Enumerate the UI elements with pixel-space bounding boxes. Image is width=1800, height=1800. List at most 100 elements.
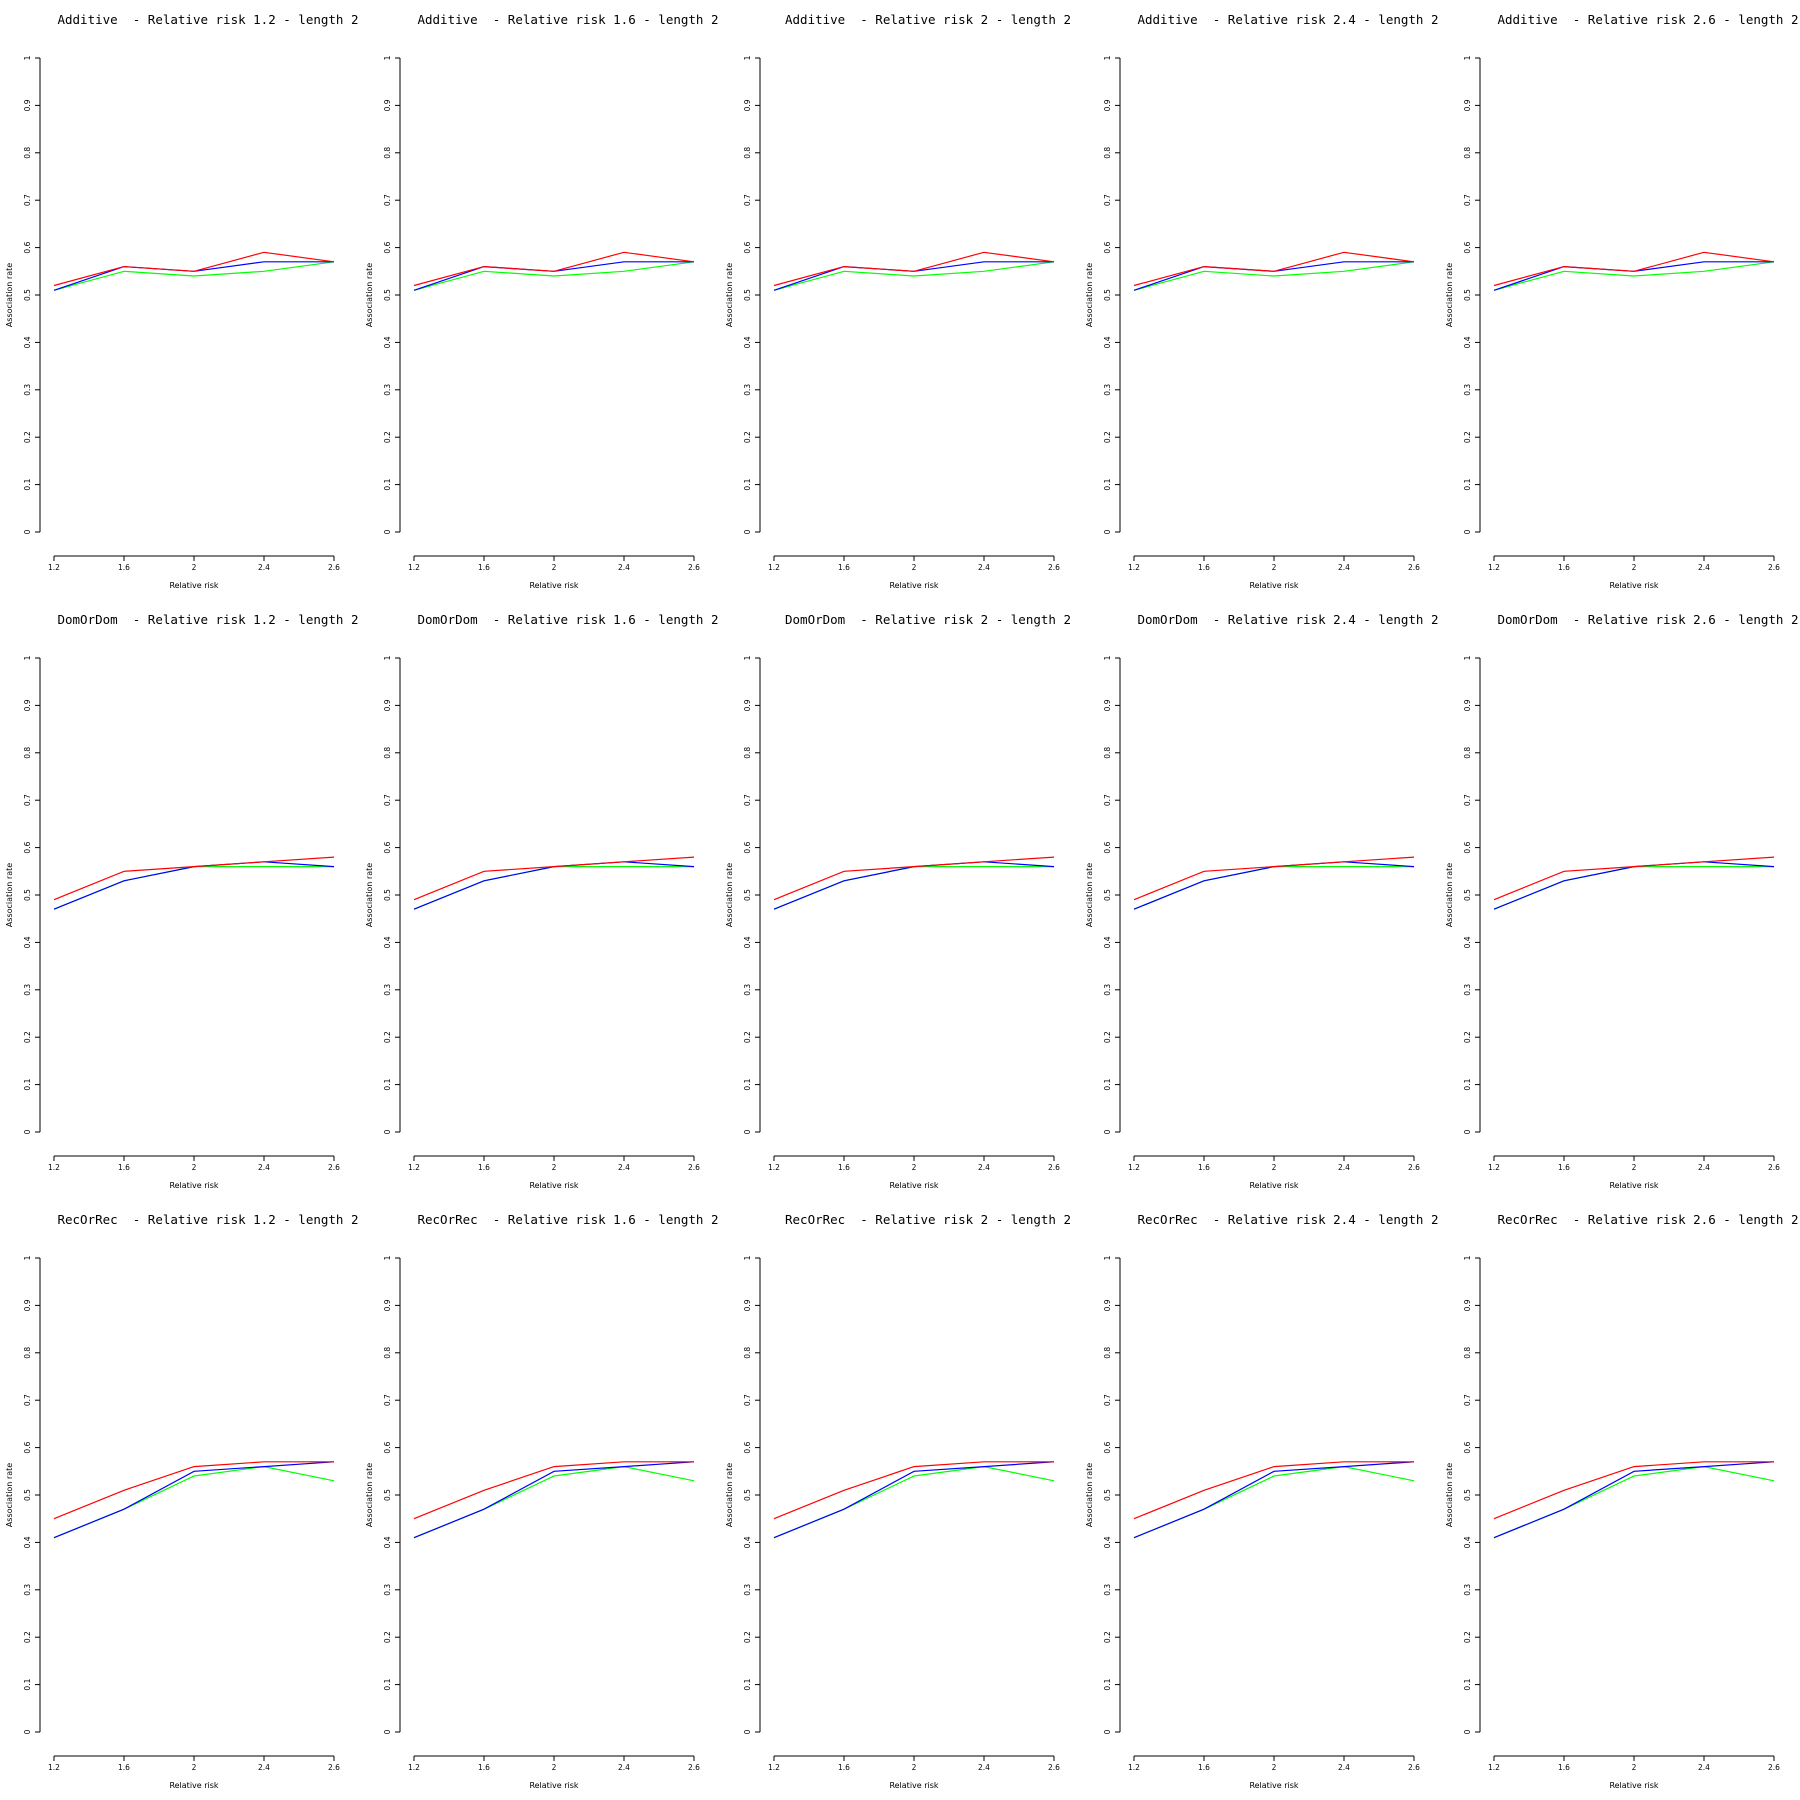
y-tick-label: 0.1 bbox=[1103, 478, 1112, 490]
x-axis-title: Relative risk bbox=[1249, 1181, 1298, 1190]
y-tick-label: 0.5 bbox=[383, 289, 392, 301]
x-tick-label: 2.6 bbox=[1408, 1163, 1420, 1172]
y-tick-label: 0.9 bbox=[1103, 699, 1112, 711]
y-tick-label: 0.4 bbox=[743, 336, 752, 348]
x-tick-label: 1.2 bbox=[768, 563, 780, 572]
y-tick-label: 0.6 bbox=[1103, 241, 1112, 253]
series-line bbox=[53, 856, 335, 901]
series-line bbox=[1133, 1461, 1415, 1539]
y-tick-label: 0.2 bbox=[743, 1031, 752, 1043]
y-tick-label: 0.4 bbox=[23, 336, 32, 348]
y-tick-label: 0.7 bbox=[1103, 1394, 1112, 1406]
y-tick-label: 0.2 bbox=[383, 431, 392, 443]
x-tick-label: 2.4 bbox=[1338, 563, 1350, 572]
y-tick-label: 0.8 bbox=[743, 747, 752, 759]
y-tick-label: 0.5 bbox=[1463, 1489, 1472, 1501]
y-tick-label: 0.8 bbox=[1463, 1347, 1472, 1359]
series-line bbox=[1133, 261, 1415, 291]
chart-title: RecOrRec - Relative risk 1.2 - length 2 bbox=[57, 1212, 358, 1227]
y-tick-label: 0.3 bbox=[1463, 1584, 1472, 1596]
series-line bbox=[1493, 861, 1775, 910]
chart-title: DomOrDom - Relative risk 1.6 - length 2 bbox=[417, 612, 718, 627]
y-tick-label: 0.3 bbox=[743, 1584, 752, 1596]
x-tick-label: 2.6 bbox=[688, 1763, 700, 1772]
chart-panel: DomOrDom - Relative risk 1.6 - length 2 0… bbox=[362, 600, 722, 1200]
x-tick-label: 2.4 bbox=[978, 1163, 990, 1172]
y-tick-label: 0.9 bbox=[1463, 1299, 1472, 1311]
y-axis-title: Association rate bbox=[725, 1463, 734, 1527]
x-tick-label: 2.6 bbox=[1048, 1763, 1060, 1772]
y-tick-label: 0.5 bbox=[1103, 289, 1112, 301]
y-tick-label: 1 bbox=[23, 655, 32, 660]
y-tick-label: 0 bbox=[1463, 1729, 1472, 1734]
chart-panel: DomOrDom - Relative risk 1.2 - length 2 0… bbox=[2, 600, 362, 1200]
chart-svg: RecOrRec - Relative risk 2.6 - length 2 0… bbox=[1445, 1212, 1799, 1790]
y-tick-label: 0.2 bbox=[1103, 1031, 1112, 1043]
y-axis-title: Association rate bbox=[725, 863, 734, 927]
x-tick-label: 1.6 bbox=[118, 1163, 130, 1172]
y-tick-label: 0.5 bbox=[1103, 1489, 1112, 1501]
series-line bbox=[1493, 261, 1775, 291]
y-tick-label: 0 bbox=[743, 529, 752, 534]
x-axis-title: Relative risk bbox=[889, 581, 938, 590]
y-tick-label: 0 bbox=[1463, 1129, 1472, 1134]
x-tick-label: 2.4 bbox=[1338, 1763, 1350, 1772]
chart-title: Additive - Relative risk 2.6 - length 2 bbox=[1497, 12, 1798, 27]
x-tick-label: 2.6 bbox=[688, 1163, 700, 1172]
y-tick-label: 0.1 bbox=[23, 1078, 32, 1090]
chart-panel: DomOrDom - Relative risk 2.4 - length 2 0… bbox=[1082, 600, 1442, 1200]
series-line bbox=[773, 251, 1055, 287]
y-tick-label: 0.8 bbox=[383, 147, 392, 159]
y-tick-label: 0.9 bbox=[23, 1299, 32, 1311]
y-tick-label: 0.5 bbox=[743, 1489, 752, 1501]
y-tick-label: 0.9 bbox=[23, 99, 32, 111]
series-line bbox=[53, 861, 335, 910]
y-tick-label: 0.1 bbox=[383, 1078, 392, 1090]
x-tick-label: 1.2 bbox=[1128, 563, 1140, 572]
y-tick-label: 1 bbox=[1103, 55, 1112, 60]
x-tick-label: 2 bbox=[1632, 1763, 1637, 1772]
y-tick-label: 1 bbox=[1463, 55, 1472, 60]
y-tick-label: 0.2 bbox=[1103, 431, 1112, 443]
x-tick-label: 2.6 bbox=[328, 1163, 340, 1172]
x-axis-title: Relative risk bbox=[1249, 1781, 1298, 1790]
series-line bbox=[413, 856, 695, 901]
y-tick-label: 0.5 bbox=[1463, 289, 1472, 301]
x-tick-label: 2.4 bbox=[1698, 563, 1710, 572]
y-tick-label: 1 bbox=[1463, 1255, 1472, 1260]
chart-panel: RecOrRec - Relative risk 1.2 - length 2 0… bbox=[2, 1200, 362, 1800]
x-tick-label: 1.6 bbox=[1558, 563, 1570, 572]
x-tick-label: 2.4 bbox=[258, 563, 270, 572]
y-tick-label: 0.8 bbox=[1463, 747, 1472, 759]
chart-svg: RecOrRec - Relative risk 1.6 - length 2 0… bbox=[365, 1212, 719, 1790]
y-axis-title: Association rate bbox=[1085, 1463, 1094, 1527]
x-tick-label: 1.2 bbox=[1488, 1163, 1500, 1172]
series-line bbox=[1493, 856, 1775, 901]
x-tick-label: 2.4 bbox=[1698, 1763, 1710, 1772]
y-tick-label: 0.7 bbox=[23, 1394, 32, 1406]
chart-svg: Additive - Relative risk 2.6 - length 2 0… bbox=[1445, 12, 1799, 590]
series-line bbox=[1133, 866, 1414, 910]
chart-title: Additive - Relative risk 2 - length 2 bbox=[785, 12, 1071, 27]
x-tick-label: 1.6 bbox=[1198, 1163, 1210, 1172]
series-line bbox=[1493, 251, 1775, 287]
y-tick-label: 0.6 bbox=[1463, 241, 1472, 253]
y-tick-label: 0.6 bbox=[1103, 1441, 1112, 1453]
y-tick-label: 0.3 bbox=[1463, 384, 1472, 396]
y-tick-label: 0.2 bbox=[383, 1631, 392, 1643]
y-tick-label: 0 bbox=[1103, 1129, 1112, 1134]
series-line bbox=[773, 866, 1054, 910]
chart-svg: DomOrDom - Relative risk 2 - length 2 0 0.… bbox=[725, 612, 1071, 1190]
y-tick-label: 1 bbox=[383, 1255, 392, 1260]
y-tick-label: 0.3 bbox=[1103, 984, 1112, 996]
y-tick-label: 0.1 bbox=[383, 478, 392, 490]
chart-title: DomOrDom - Relative risk 1.2 - length 2 bbox=[57, 612, 358, 627]
y-tick-label: 0.7 bbox=[383, 194, 392, 206]
series-line bbox=[53, 1461, 335, 1539]
y-tick-label: 0.5 bbox=[1103, 889, 1112, 901]
y-axis-title: Association rate bbox=[1445, 263, 1454, 327]
y-tick-label: 1 bbox=[743, 655, 752, 660]
series-line bbox=[413, 1461, 694, 1520]
y-tick-label: 0 bbox=[1103, 1729, 1112, 1734]
y-tick-label: 0.8 bbox=[23, 747, 32, 759]
